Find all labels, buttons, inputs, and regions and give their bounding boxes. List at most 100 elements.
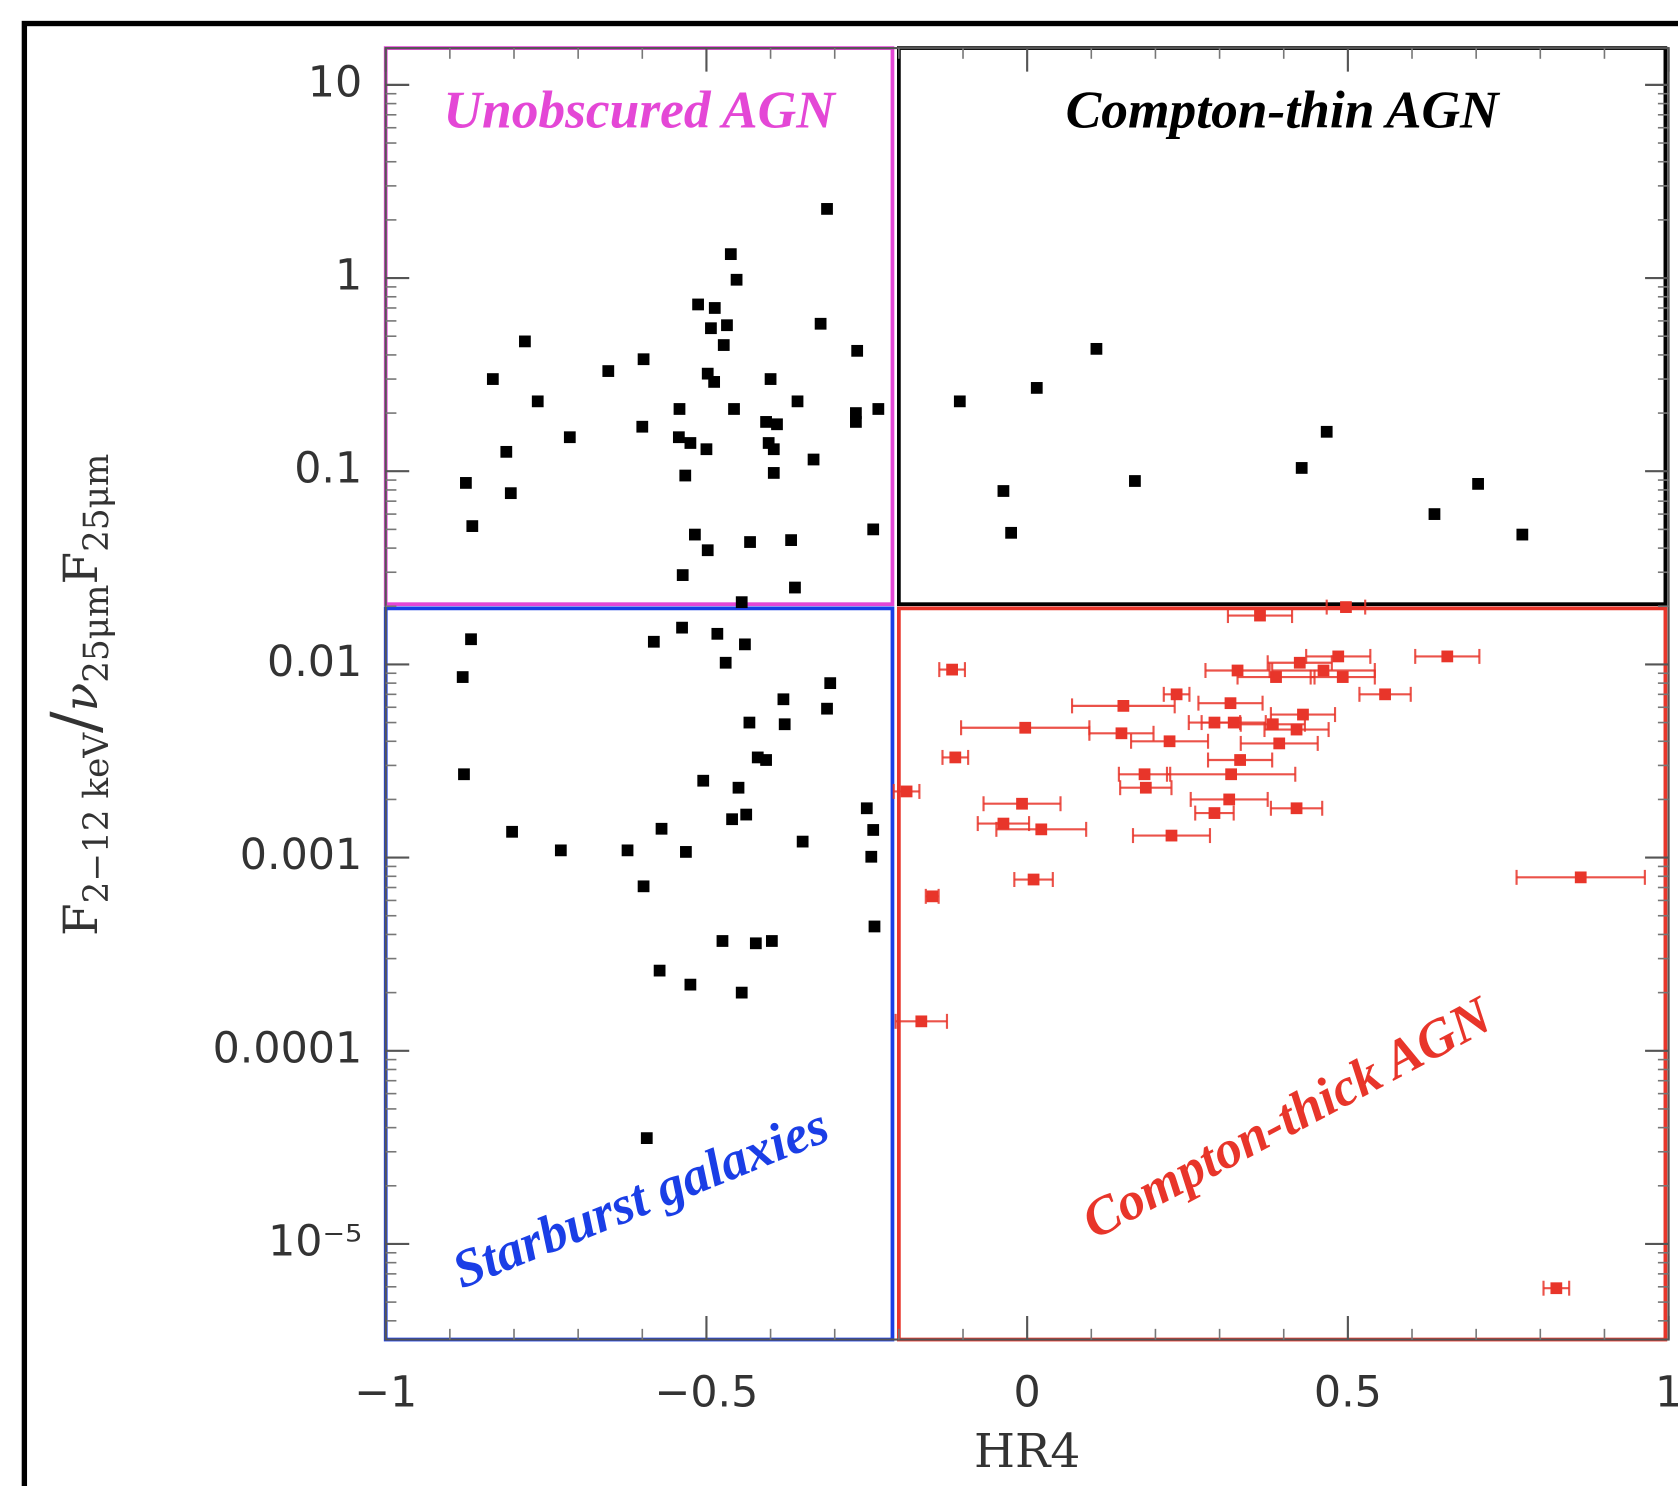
point	[1090, 342, 1103, 355]
point	[726, 813, 738, 826]
point	[865, 850, 878, 863]
y-tick-label: 0.1	[294, 444, 362, 494]
point	[1139, 781, 1152, 794]
point	[708, 376, 721, 388]
point	[1019, 721, 1032, 734]
plot-frame	[384, 47, 1670, 1341]
point	[1472, 478, 1484, 490]
point	[728, 403, 740, 415]
region-label: Starburst galaxies	[444, 1095, 837, 1300]
point	[676, 621, 688, 634]
point	[602, 365, 615, 377]
point	[949, 751, 962, 764]
point	[636, 420, 649, 433]
point	[1441, 650, 1454, 663]
point	[1129, 475, 1141, 487]
point	[760, 416, 772, 428]
point	[744, 536, 756, 548]
point	[735, 596, 748, 609]
point	[621, 844, 634, 857]
point	[653, 964, 666, 977]
y-tick-label: 10⁻⁵	[268, 1216, 362, 1266]
point	[1035, 823, 1048, 836]
point	[1234, 754, 1246, 766]
point	[824, 677, 837, 690]
point	[719, 656, 732, 669]
point	[701, 544, 714, 557]
y-axis-label: F2−12 keV/ν25μmF25μm	[38, 454, 117, 936]
point	[1273, 737, 1286, 750]
point	[1574, 871, 1587, 884]
point	[868, 920, 881, 933]
point	[821, 702, 833, 715]
x-tick-label: −1	[354, 1368, 417, 1418]
point	[458, 768, 470, 781]
point	[673, 403, 686, 415]
point	[506, 825, 518, 838]
point	[867, 824, 880, 836]
point	[1030, 382, 1043, 394]
point	[1227, 716, 1240, 729]
point	[1516, 528, 1529, 541]
point	[1317, 664, 1330, 677]
point	[1270, 671, 1282, 683]
point	[953, 395, 966, 408]
point	[655, 822, 668, 835]
point	[711, 627, 724, 640]
point	[1225, 768, 1238, 781]
y-tick-label: 10	[308, 57, 362, 107]
point	[1005, 526, 1017, 539]
point	[1115, 727, 1128, 740]
point	[1336, 671, 1349, 683]
point	[500, 445, 513, 458]
point	[765, 935, 778, 947]
point	[637, 353, 650, 366]
point	[680, 846, 692, 858]
point	[563, 431, 576, 444]
point	[717, 339, 730, 351]
point	[872, 403, 885, 415]
point	[1320, 425, 1333, 438]
point	[672, 431, 685, 444]
point	[762, 437, 775, 449]
point	[850, 407, 862, 419]
point	[789, 581, 801, 594]
y-label-sub: 25μm	[77, 585, 117, 683]
x-axis-label: HR4	[974, 1424, 1080, 1479]
point	[1290, 723, 1303, 736]
point	[946, 663, 958, 676]
point	[777, 693, 790, 706]
point	[1027, 873, 1040, 886]
region-label: Compton-thin AGN	[1066, 80, 1501, 140]
point	[684, 437, 697, 449]
point	[1208, 807, 1221, 819]
point	[735, 986, 748, 999]
point	[997, 485, 1010, 497]
point	[456, 671, 469, 683]
point	[796, 835, 809, 848]
x-tick-label: 1	[1655, 1368, 1678, 1418]
y-tick-label: 1	[335, 251, 362, 301]
point	[1428, 508, 1441, 520]
point	[785, 534, 797, 546]
point	[647, 635, 660, 648]
point	[676, 569, 689, 581]
y-label-sub: 25μm	[77, 454, 117, 552]
point	[716, 935, 729, 947]
point	[915, 1015, 928, 1028]
y-label-part: ν	[54, 683, 109, 712]
point	[640, 1132, 653, 1145]
point	[997, 817, 1010, 830]
point	[1297, 708, 1309, 721]
point	[771, 418, 783, 431]
point	[1266, 718, 1279, 731]
point	[465, 633, 477, 646]
point	[1295, 462, 1308, 474]
point	[760, 754, 772, 766]
point	[767, 443, 780, 456]
point	[1117, 699, 1130, 712]
figure-frame	[21, 20, 1678, 1486]
point	[1170, 688, 1183, 701]
point	[1293, 656, 1306, 669]
point	[791, 395, 804, 408]
